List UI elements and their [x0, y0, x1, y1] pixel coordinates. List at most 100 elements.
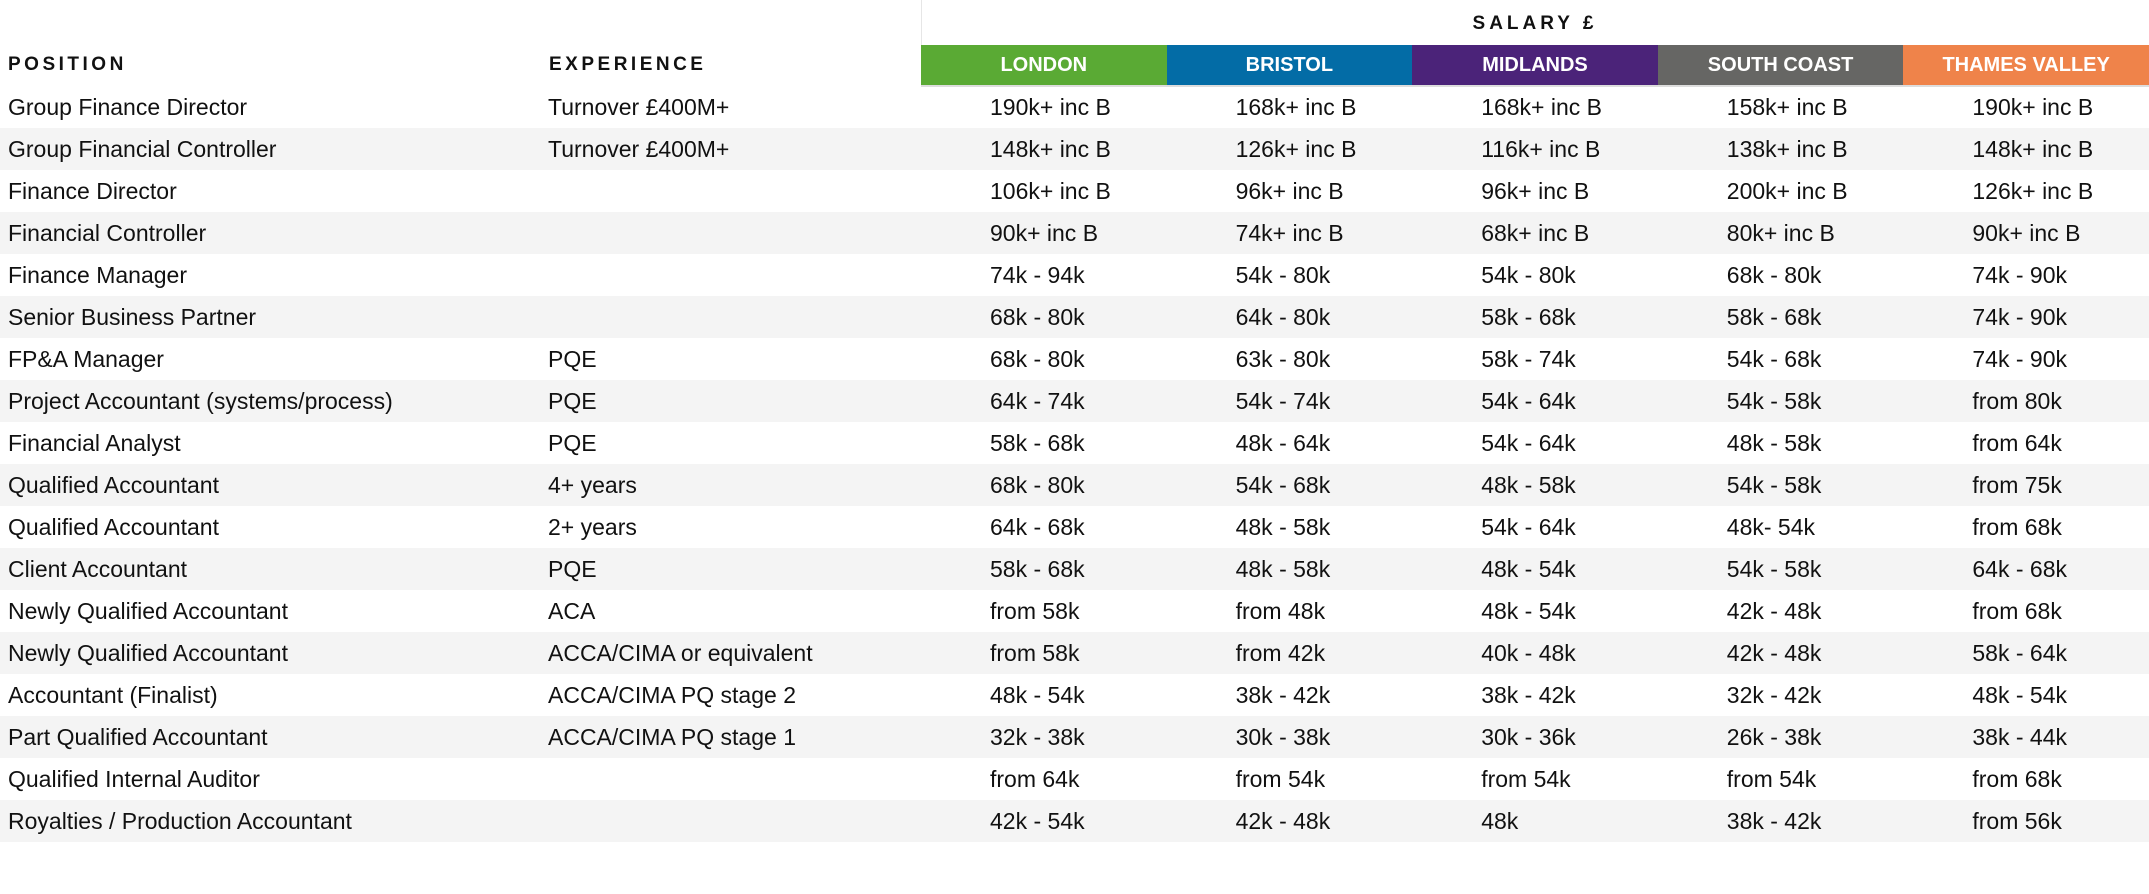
salary-cell-thames-valley: from 68k: [1972, 598, 2062, 624]
salary-cell-london: 68k - 80k: [990, 346, 1085, 372]
salary-cell-midlands: 68k+ inc B: [1481, 220, 1590, 246]
position-cell: Royalties / Production Accountant: [8, 808, 352, 834]
position-column-header: POSITION: [8, 54, 127, 75]
region-header-thames-valley: THAMES VALLEY: [1903, 45, 2149, 85]
position-cell: Newly Qualified Accountant: [8, 640, 288, 666]
region-header-band: LONDON BRISTOL MIDLANDS SOUTH COAST THAMES V…: [921, 45, 2149, 87]
position-cell: Finance Manager: [8, 262, 187, 288]
salary-cell-bristol: 48k - 58k: [1235, 556, 1331, 582]
salary-cell-thames-valley: 90k+ inc B: [1972, 220, 2081, 246]
salary-cell-south-coast: 68k - 80k: [1726, 262, 1822, 288]
salary-cell-south-coast: from 54k: [1726, 766, 1817, 792]
position-cell: Accountant (Finalist): [8, 682, 218, 708]
salary-cell-bristol: 126k+ inc B: [1235, 136, 1357, 162]
salary-cell-bristol: 74k+ inc B: [1235, 220, 1344, 246]
table-row: Part Qualified Accountant ACCA/CIMA PQ st…: [0, 716, 2149, 758]
table-row: Qualified Accountant 4+ years 68k - 80k 54k…: [0, 464, 2149, 506]
salary-cell-london: 190k+ inc B: [990, 94, 1111, 120]
salary-cell-thames-valley: 64k - 68k: [1972, 556, 2067, 582]
table-row: Financial Controller 90k+ inc B 74k+ inc B…: [0, 212, 2149, 254]
experience-cell: PQE: [548, 388, 597, 414]
salary-cell-bristol: 168k+ inc B: [1235, 94, 1357, 120]
salary-cell-bristol: 48k - 58k: [1235, 514, 1331, 540]
salary-cell-thames-valley: from 68k: [1972, 766, 2062, 792]
salary-cell-london: 64k - 68k: [990, 514, 1085, 540]
experience-cell: [548, 170, 921, 212]
salary-cell-bristol: 48k - 64k: [1235, 430, 1331, 456]
salary-cell-midlands: 54k - 64k: [1481, 388, 1576, 414]
salary-cell-bristol: 63k - 80k: [1235, 346, 1331, 372]
salary-cell-south-coast: 54k - 58k: [1726, 472, 1822, 498]
salary-cell-london: 74k - 94k: [990, 262, 1085, 288]
salary-cell-south-coast: 48k - 58k: [1726, 430, 1822, 456]
salary-cell-midlands: 96k+ inc B: [1481, 178, 1590, 204]
salary-cell-london: 64k - 74k: [990, 388, 1085, 414]
table-row: Finance Manager 74k - 94k 54k - 80k 54k - 8…: [0, 254, 2149, 296]
salary-cell-midlands: 168k+ inc B: [1481, 94, 1603, 120]
salary-cell-south-coast: 54k - 58k: [1726, 388, 1822, 414]
salary-cell-london: 58k - 68k: [990, 430, 1085, 456]
salary-cell-london: 68k - 80k: [990, 472, 1085, 498]
salary-cell-bristol: from 54k: [1235, 766, 1326, 792]
salary-cell-south-coast: 42k - 48k: [1726, 640, 1822, 666]
position-cell: Group Financial Controller: [8, 136, 277, 162]
salary-cell-midlands: 54k - 64k: [1481, 430, 1576, 456]
table-row: Accountant (Finalist) ACCA/CIMA PQ stage …: [0, 674, 2149, 716]
table-row: Group Financial Controller Turnover £400M…: [0, 128, 2149, 170]
salary-cell-midlands: 40k - 48k: [1481, 640, 1576, 666]
salary-cell-bristol: 42k - 48k: [1235, 808, 1331, 834]
table-row: FP&A Manager PQE 68k - 80k 63k - 80k 58k - 7…: [0, 338, 2149, 380]
salary-header-divider: [921, 0, 922, 45]
experience-cell: [548, 296, 921, 338]
table-row: Project Accountant (systems/process) PQE 6…: [0, 380, 2149, 422]
salary-cell-south-coast: 80k+ inc B: [1726, 220, 1835, 246]
salary-cell-bristol: 54k - 80k: [1235, 262, 1331, 288]
position-cell: Qualified Accountant: [8, 472, 219, 498]
salary-cell-south-coast: 54k - 58k: [1726, 556, 1822, 582]
table-row: Newly Qualified Accountant ACCA/CIMA or e…: [0, 632, 2149, 674]
salary-cell-bristol: 38k - 42k: [1235, 682, 1331, 708]
experience-cell: ACCA/CIMA PQ stage 1: [548, 724, 796, 750]
salary-cell-midlands: 48k: [1481, 808, 1519, 834]
salary-cell-south-coast: 38k - 42k: [1726, 808, 1822, 834]
region-header-bristol: BRISTOL: [1166, 45, 1413, 85]
salary-cell-midlands: 54k - 80k: [1481, 262, 1576, 288]
salary-cell-bristol: 54k - 74k: [1235, 388, 1331, 414]
position-cell: Finance Director: [8, 178, 177, 204]
salary-cell-south-coast: 158k+ inc B: [1726, 94, 1848, 120]
table-row: Qualified Internal Auditor from 64k from 5…: [0, 758, 2149, 800]
salary-cell-midlands: 58k - 74k: [1481, 346, 1576, 372]
salary-cell-london: from 64k: [990, 766, 1080, 792]
salary-cell-midlands: 48k - 54k: [1481, 556, 1576, 582]
salary-cell-midlands: 48k - 54k: [1481, 598, 1576, 624]
salary-cell-thames-valley: 74k - 90k: [1972, 262, 2067, 288]
experience-cell: Turnover £400M+: [548, 94, 730, 120]
salary-cell-bristol: 30k - 38k: [1235, 724, 1331, 750]
salary-cell-thames-valley: from 64k: [1972, 430, 2062, 456]
experience-cell: [548, 800, 921, 842]
experience-cell: ACCA/CIMA PQ stage 2: [548, 682, 796, 708]
table-row: Group Finance Director Turnover £400M+ 190…: [0, 86, 2149, 128]
experience-cell: 4+ years: [548, 472, 637, 498]
salary-cell-bristol: 96k+ inc B: [1235, 178, 1344, 204]
salary-cell-london: 58k - 68k: [990, 556, 1085, 582]
salary-cell-london: from 58k: [990, 640, 1080, 666]
table-row: Newly Qualified Accountant ACA from 58k fro…: [0, 590, 2149, 632]
table-row: Qualified Accountant 2+ years 64k - 68k 48k…: [0, 506, 2149, 548]
salary-cell-london: 148k+ inc B: [990, 136, 1111, 162]
salary-cell-midlands: 38k - 42k: [1481, 682, 1576, 708]
region-header-london: LONDON: [921, 45, 1167, 85]
salary-cell-thames-valley: 74k - 90k: [1972, 346, 2067, 372]
salary-cell-midlands: 58k - 68k: [1481, 304, 1576, 330]
position-cell: Client Accountant: [8, 556, 188, 582]
salary-cell-london: from 58k: [990, 598, 1080, 624]
experience-cell: PQE: [548, 346, 597, 372]
position-cell: Project Accountant (systems/process): [8, 388, 393, 414]
experience-cell: [548, 212, 921, 254]
salary-cell-thames-valley: 126k+ inc B: [1972, 178, 2094, 204]
salary-cell-bristol: from 42k: [1235, 640, 1326, 666]
salary-cell-thames-valley: 38k - 44k: [1972, 724, 2067, 750]
salary-cell-london: 42k - 54k: [990, 808, 1085, 834]
table-row: Senior Business Partner 68k - 80k 64k - 80…: [0, 296, 2149, 338]
salary-cell-bristol: 54k - 68k: [1235, 472, 1331, 498]
